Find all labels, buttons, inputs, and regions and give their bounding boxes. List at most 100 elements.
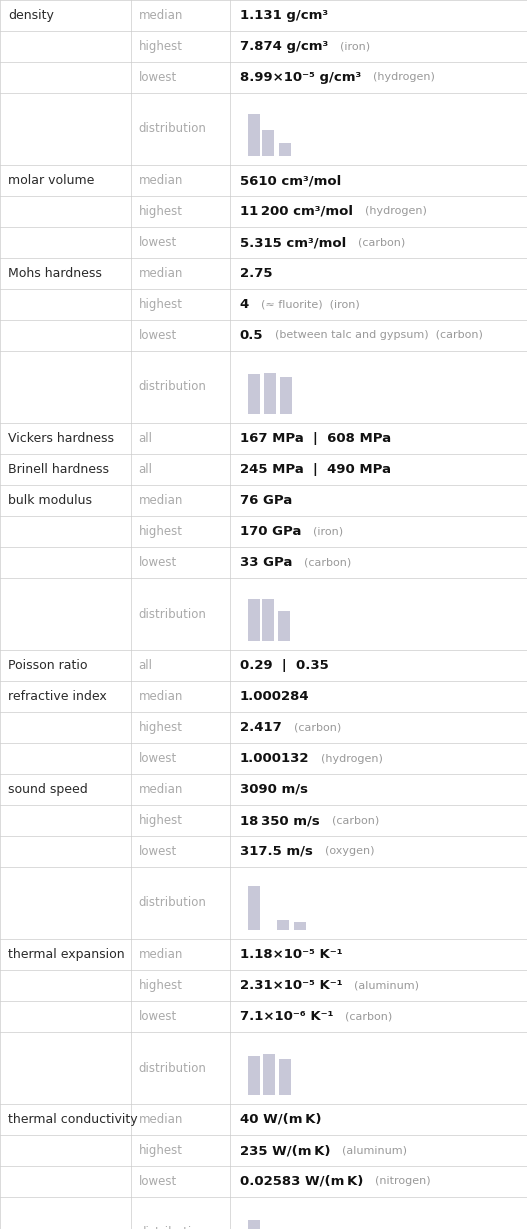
Text: (carbon): (carbon) [297,558,352,568]
Text: median: median [139,267,183,280]
Text: 11 200 cm³/mol: 11 200 cm³/mol [240,205,353,218]
Text: lowest: lowest [139,1010,177,1023]
Text: bulk modulus: bulk modulus [8,494,92,508]
Bar [248,1056,260,1095]
Bar [248,886,260,930]
Text: 33 GPa: 33 GPa [240,556,292,569]
Bar [279,143,290,156]
Text: (carbon): (carbon) [325,816,379,826]
Text: (hydrogen): (hydrogen) [314,753,383,763]
Text: lowest: lowest [139,846,177,858]
Text: 7.1×10⁻⁶ K⁻¹: 7.1×10⁻⁶ K⁻¹ [240,1010,333,1023]
Text: all: all [139,433,153,445]
Text: highest: highest [139,814,183,827]
Text: 2.417: 2.417 [240,721,281,734]
Text: median: median [139,1113,183,1126]
Text: lowest: lowest [139,71,177,84]
Text: lowest: lowest [139,752,177,764]
Bar [279,1059,290,1095]
Text: sound speed: sound speed [8,783,88,796]
Text: (aluminum): (aluminum) [335,1145,407,1155]
Text: 8.99×10⁻⁵ g/cm³: 8.99×10⁻⁵ g/cm³ [240,71,361,84]
Text: 5610 cm³/mol: 5610 cm³/mol [240,175,341,187]
Text: (hydrogen): (hydrogen) [366,73,435,82]
Text: 170 GPa: 170 GPa [240,525,301,538]
Bar [294,922,306,930]
Text: thermal conductivity: thermal conductivity [8,1113,138,1126]
Text: distribution: distribution [139,607,207,621]
Text: molar volume: molar volume [8,175,94,187]
Text: 5.315 cm³/mol: 5.315 cm³/mol [240,236,346,249]
Text: 0.29  |  0.35: 0.29 | 0.35 [240,659,328,672]
Text: 0.02583 W/(m K): 0.02583 W/(m K) [240,1175,363,1188]
Text: median: median [139,948,183,961]
Text: 2.31×10⁻⁵ K⁻¹: 2.31×10⁻⁵ K⁻¹ [240,980,343,992]
Bar [278,611,290,642]
Text: all: all [139,659,153,672]
Text: 317.5 m/s: 317.5 m/s [240,846,313,858]
Text: distribution: distribution [139,1227,207,1229]
Text: thermal expansion: thermal expansion [8,948,124,961]
Text: highest: highest [139,980,183,992]
Text: median: median [139,175,183,187]
Text: refractive index: refractive index [8,689,107,703]
Text: 3090 m/s: 3090 m/s [240,783,308,796]
Text: median: median [139,494,183,508]
Text: distribution: distribution [139,896,207,909]
Text: highest: highest [139,1144,183,1156]
Text: 167 MPa  |  608 MPa: 167 MPa | 608 MPa [240,433,391,445]
Text: 1.18×10⁻⁵ K⁻¹: 1.18×10⁻⁵ K⁻¹ [240,948,343,961]
Text: median: median [139,689,183,703]
Text: 2.75: 2.75 [240,267,272,280]
Text: 245 MPa  |  490 MPa: 245 MPa | 490 MPa [240,463,391,476]
Bar [248,113,260,156]
Text: (nitrogen): (nitrogen) [368,1176,431,1186]
Text: highest: highest [139,525,183,538]
Bar [248,1220,260,1229]
Text: Poisson ratio: Poisson ratio [8,659,87,672]
Text: (iron): (iron) [333,42,370,52]
Text: highest: highest [139,297,183,311]
Text: (carbon): (carbon) [338,1011,393,1021]
Text: 1.000132: 1.000132 [240,752,309,764]
Text: highest: highest [139,41,183,53]
Text: (carbon): (carbon) [287,723,341,732]
Bar [248,374,260,414]
Text: 7.874 g/cm³: 7.874 g/cm³ [240,41,328,53]
Bar [264,374,276,414]
Text: median: median [139,783,183,796]
Text: distribution: distribution [139,381,207,393]
Bar [263,1054,275,1095]
Bar [262,130,274,156]
Text: 1.131 g/cm³: 1.131 g/cm³ [240,9,328,22]
Text: (between talc and gypsum)  (carbon): (between talc and gypsum) (carbon) [268,331,483,340]
Text: 1.000284: 1.000284 [240,689,309,703]
Text: 40 W/(m K): 40 W/(m K) [240,1113,321,1126]
Text: lowest: lowest [139,1175,177,1188]
Text: (aluminum): (aluminum) [347,981,419,991]
Text: (hydrogen): (hydrogen) [358,206,427,216]
Text: density: density [8,9,54,22]
Text: 4: 4 [240,297,249,311]
Text: all: all [139,463,153,476]
Text: distribution: distribution [139,123,207,135]
Text: 235 W/(m K): 235 W/(m K) [240,1144,330,1156]
Text: Mohs hardness: Mohs hardness [8,267,102,280]
Text: 76 GPa: 76 GPa [240,494,292,508]
Text: (carbon): (carbon) [351,237,405,247]
Bar [262,599,275,642]
Text: lowest: lowest [139,329,177,342]
Text: 18 350 m/s: 18 350 m/s [240,814,319,827]
Text: Brinell hardness: Brinell hardness [8,463,109,476]
Text: highest: highest [139,205,183,218]
Text: highest: highest [139,721,183,734]
Text: lowest: lowest [139,236,177,249]
Text: (≈ fluorite)  (iron): (≈ fluorite) (iron) [254,300,360,310]
Text: 0.5: 0.5 [240,329,264,342]
Text: median: median [139,9,183,22]
Bar [248,599,260,642]
Bar [277,921,289,930]
Text: (oxygen): (oxygen) [318,847,374,857]
Text: distribution: distribution [139,1062,207,1074]
Text: (iron): (iron) [306,526,343,537]
